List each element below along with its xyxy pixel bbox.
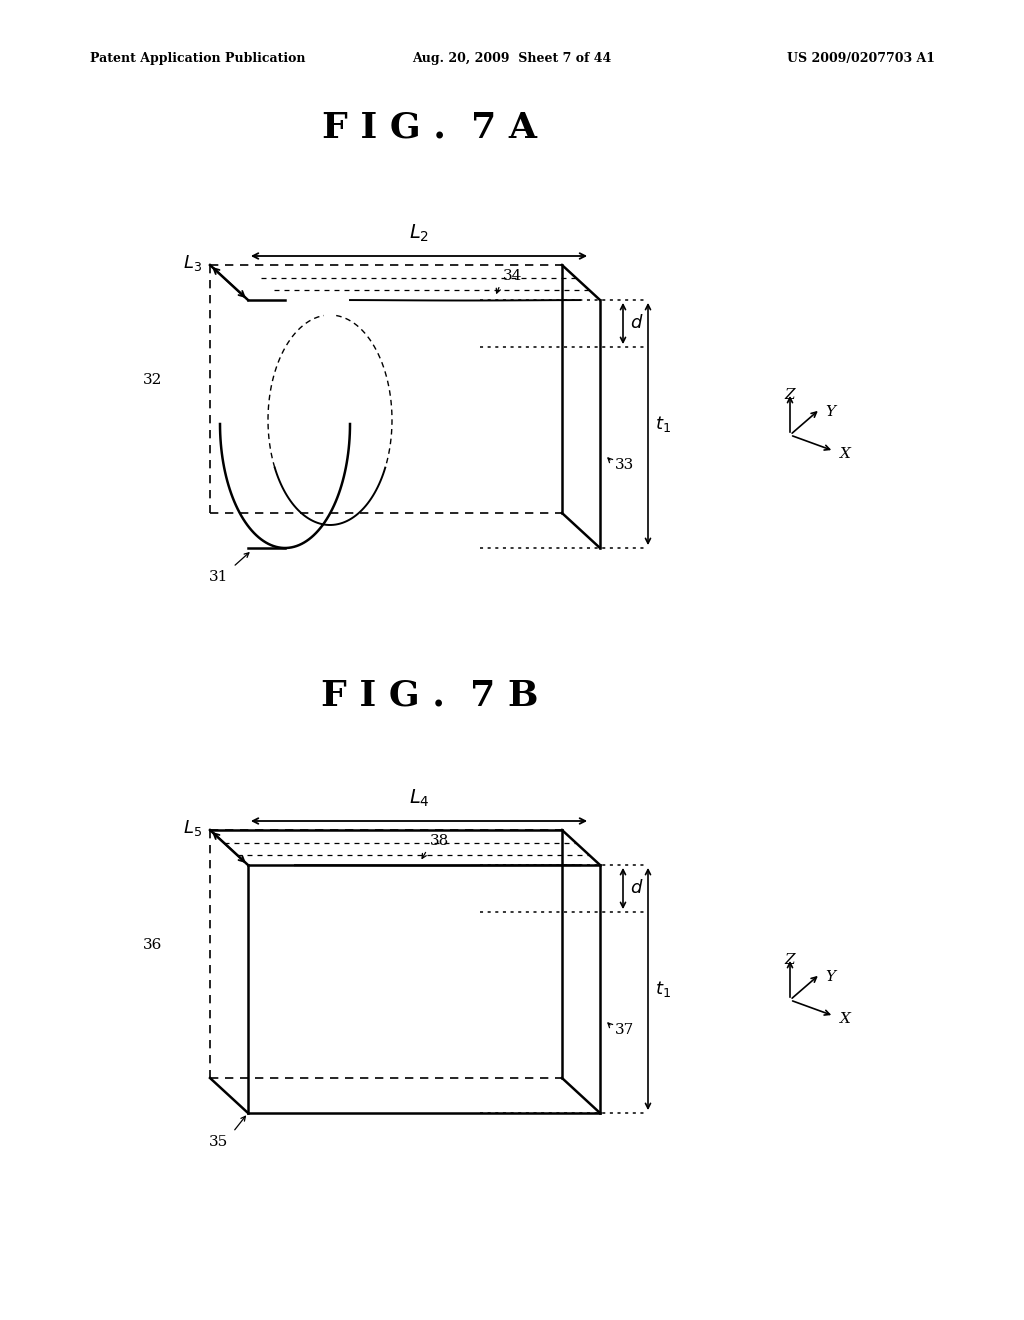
Text: $L_5$: $L_5$: [183, 818, 202, 838]
Text: F I G .  7 A: F I G . 7 A: [323, 110, 538, 144]
Text: $t_1$: $t_1$: [655, 979, 671, 999]
Text: Patent Application Publication: Patent Application Publication: [90, 51, 305, 65]
Text: F I G .  7 B: F I G . 7 B: [322, 678, 539, 711]
Text: X: X: [840, 1012, 851, 1026]
Text: $d$: $d$: [630, 879, 643, 898]
Text: $d$: $d$: [630, 314, 643, 333]
Text: 36: 36: [142, 939, 162, 952]
Text: US 2009/0207703 A1: US 2009/0207703 A1: [787, 51, 935, 65]
Text: $L_2$: $L_2$: [409, 223, 429, 244]
Text: $t_1$: $t_1$: [655, 414, 671, 434]
Text: 37: 37: [615, 1023, 634, 1038]
Text: Y: Y: [825, 405, 836, 418]
Text: 35: 35: [209, 1135, 228, 1148]
Text: Z: Z: [784, 953, 796, 968]
Text: 31: 31: [209, 570, 228, 583]
Text: 34: 34: [503, 269, 522, 282]
Text: Y: Y: [825, 970, 836, 983]
Text: 32: 32: [142, 374, 162, 387]
Text: Aug. 20, 2009  Sheet 7 of 44: Aug. 20, 2009 Sheet 7 of 44: [413, 51, 611, 65]
Text: 38: 38: [430, 834, 450, 847]
Text: X: X: [840, 447, 851, 461]
Text: 33: 33: [615, 458, 634, 473]
Text: $L_4$: $L_4$: [409, 788, 429, 809]
Text: $L_3$: $L_3$: [183, 253, 202, 273]
Text: Z: Z: [784, 388, 796, 403]
